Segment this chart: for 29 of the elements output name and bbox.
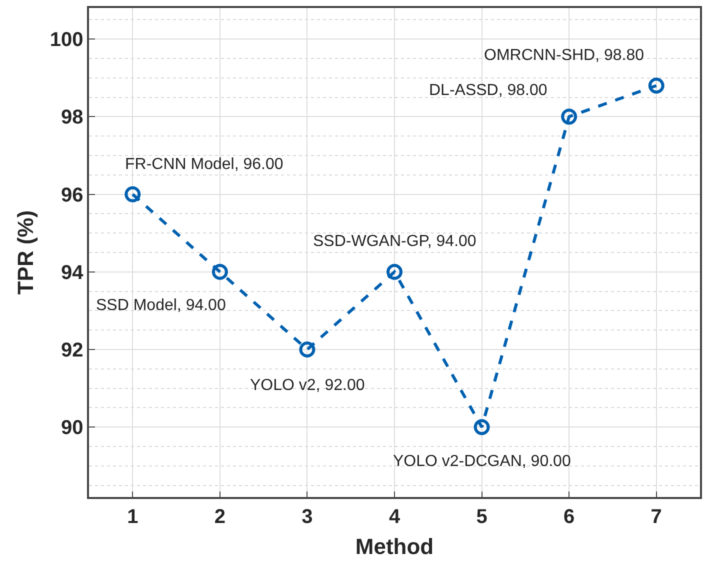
annotation: YOLO v2-DCGAN, 90.00 xyxy=(393,453,571,470)
x-tick-label: 3 xyxy=(302,506,313,528)
y-tick-label: 100 xyxy=(50,29,84,52)
annotation: YOLO v2, 92.00 xyxy=(250,377,365,394)
point xyxy=(212,264,228,280)
y-axis-title: TPR (%) xyxy=(13,210,38,295)
y-tick-label: 90 xyxy=(61,417,84,440)
y-tick-label: 96 xyxy=(61,184,84,206)
x-tick-label: 7 xyxy=(650,506,662,528)
x-tick-label: 2 xyxy=(214,506,226,528)
annotation: DL-ASSD, 98.00 xyxy=(429,82,548,99)
x-axis-title: Method xyxy=(355,534,434,560)
x-tick-label: 1 xyxy=(127,506,138,528)
y-tick-label: 98 xyxy=(61,106,84,129)
x-tick-label: 4 xyxy=(388,506,401,528)
point xyxy=(561,108,578,125)
point xyxy=(648,78,664,94)
y-tick-label: 94 xyxy=(61,262,84,284)
annotation: SSD-WGAN-GP, 94.00 xyxy=(313,233,476,250)
annotation: OMRCNN-SHD, 98.80 xyxy=(484,47,644,64)
x-tick-label: 5 xyxy=(476,506,488,528)
point xyxy=(299,342,316,358)
annotation: FR-CNN Model, 96.00 xyxy=(125,156,284,173)
point xyxy=(124,186,141,202)
y-tick-label: 92 xyxy=(61,340,84,362)
point xyxy=(386,264,402,280)
annotation: SSD Model, 94.00 xyxy=(96,297,226,314)
point xyxy=(474,419,490,436)
x-tick-label: 6 xyxy=(564,506,575,528)
